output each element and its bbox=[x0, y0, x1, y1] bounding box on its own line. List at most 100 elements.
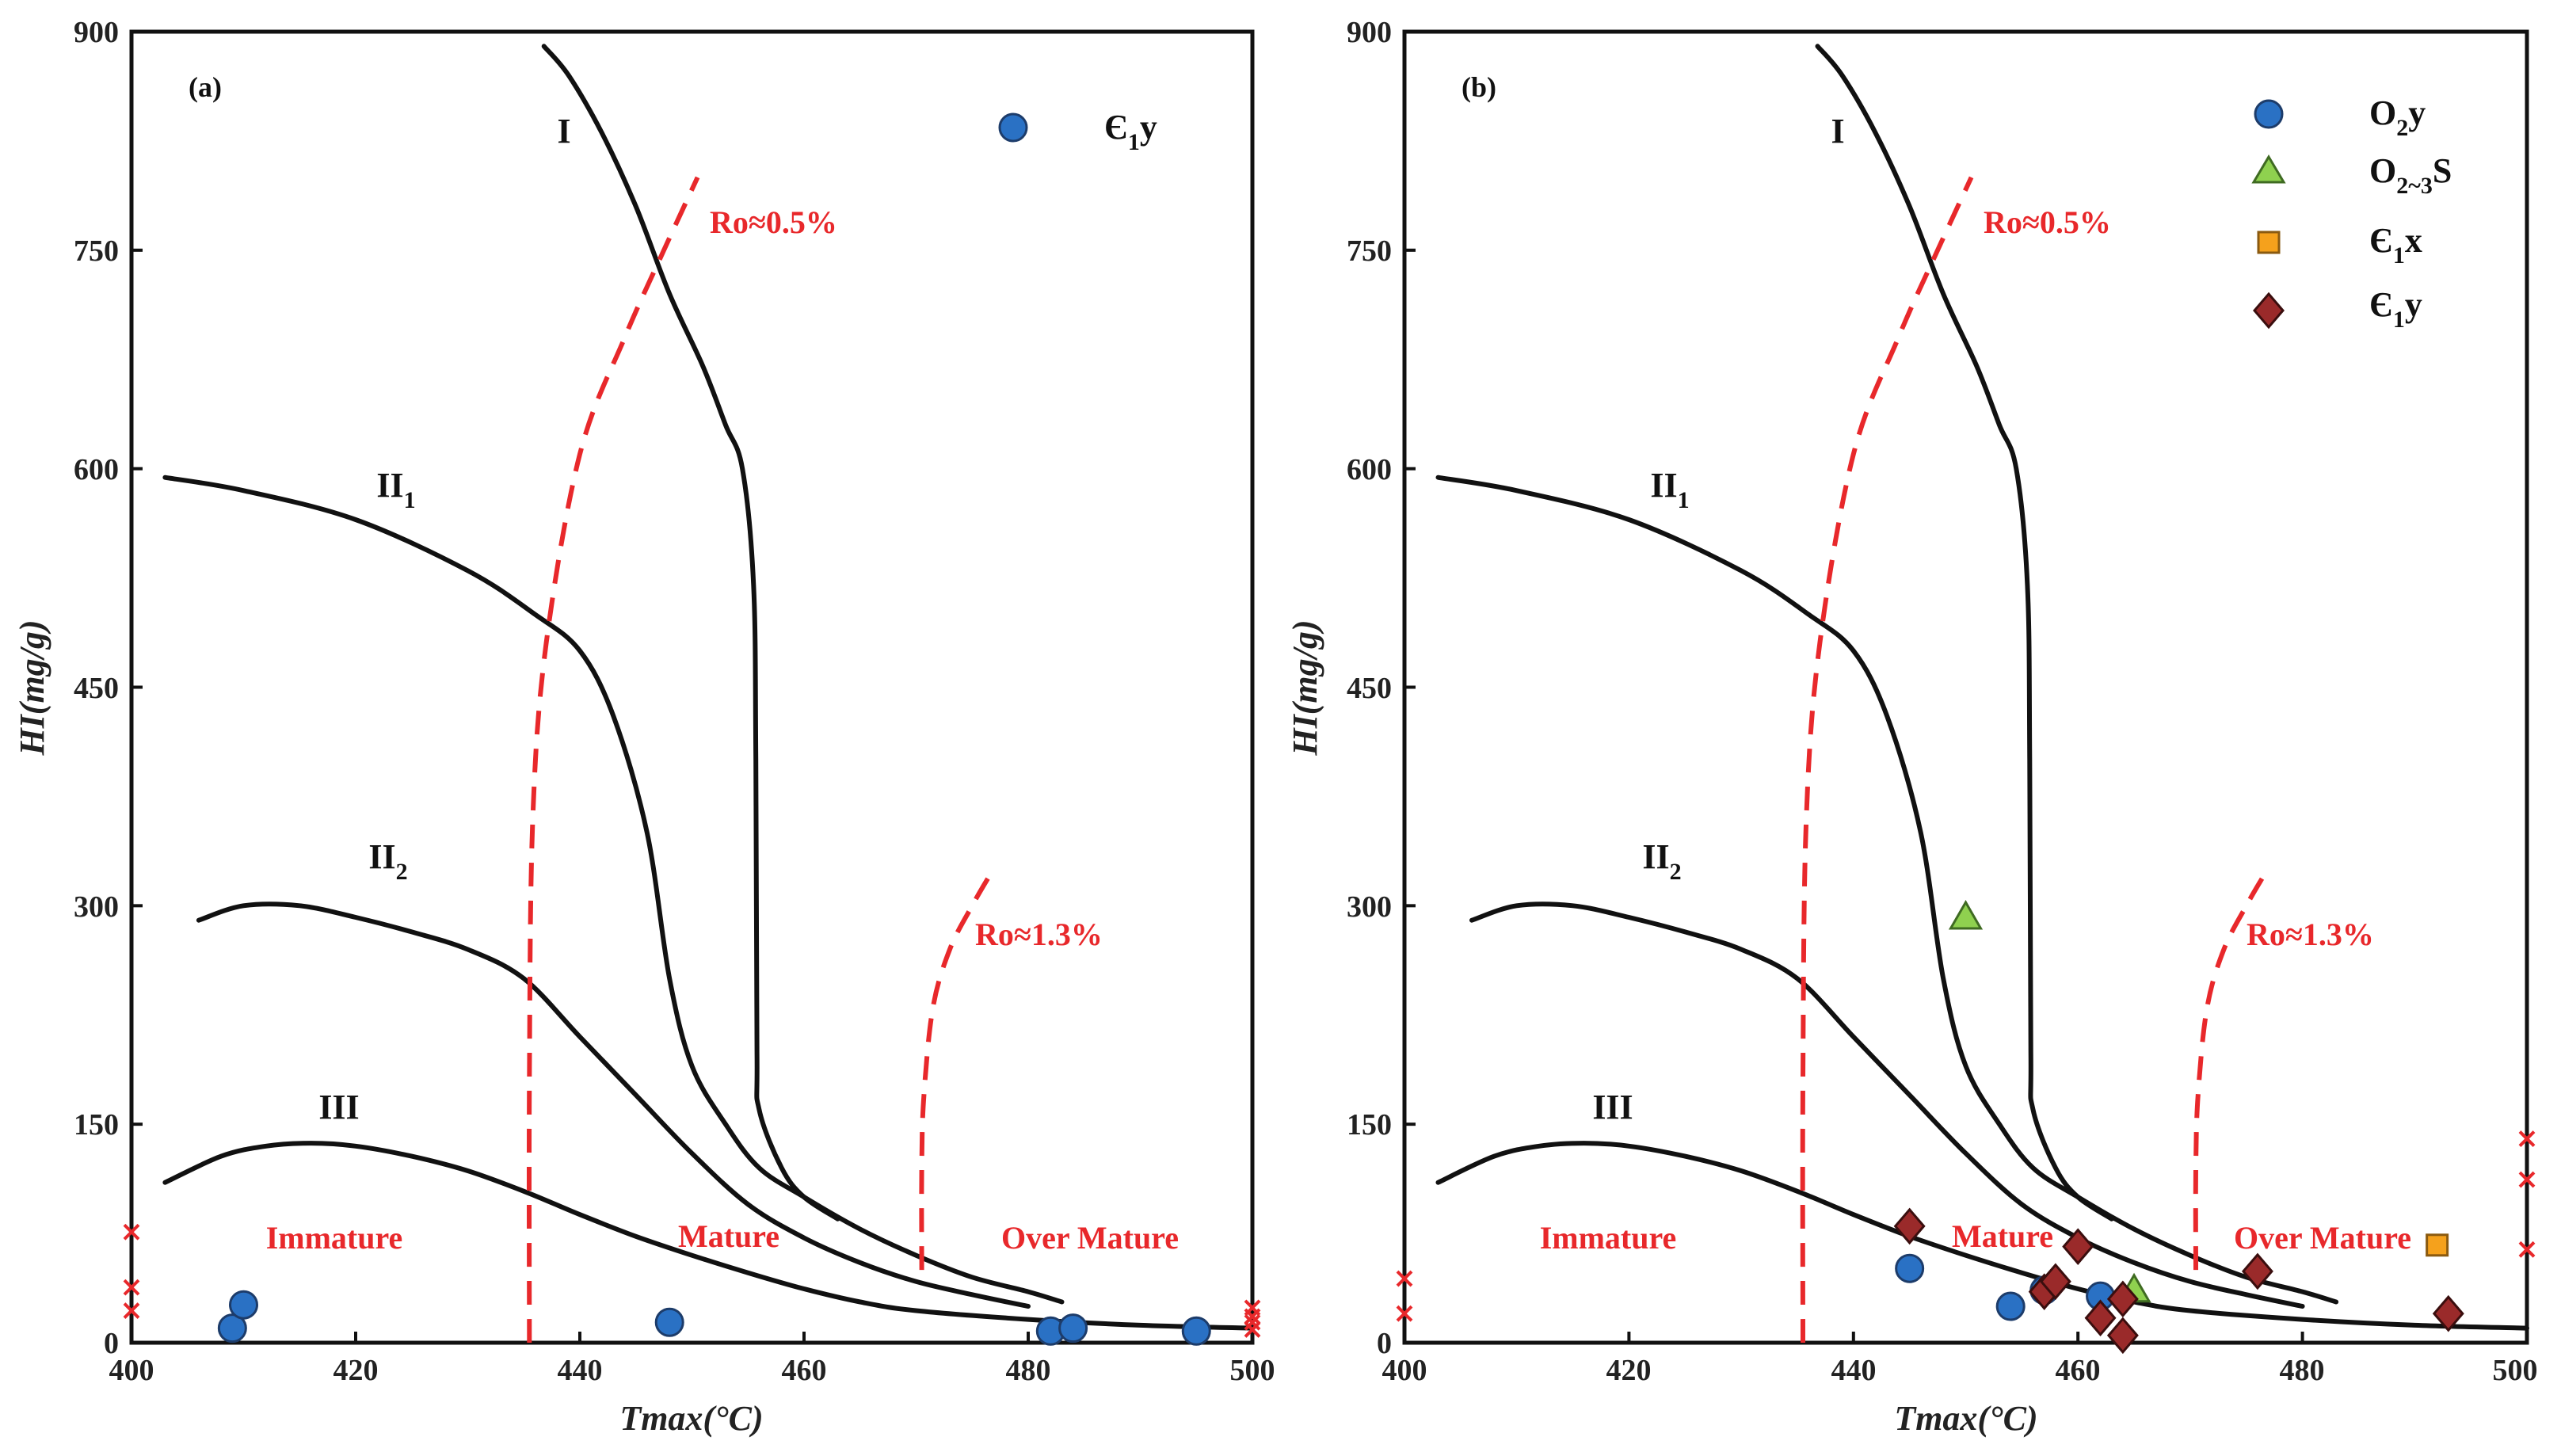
legend-label-o23s: O2~3S bbox=[2369, 151, 2452, 199]
kerogen-label-i: I bbox=[1831, 112, 1844, 151]
y-tick-label: 450 bbox=[74, 672, 119, 705]
y-tick-label: 900 bbox=[1347, 16, 1392, 49]
axis-ticks bbox=[130, 30, 1254, 1344]
data-point--1x bbox=[2426, 1233, 2449, 1257]
panel-label: (b) bbox=[1462, 71, 1496, 103]
kerogen-label-i: I bbox=[557, 112, 570, 151]
x-tick-label: 480 bbox=[1006, 1354, 1051, 1387]
data-point--1y bbox=[2432, 1294, 2464, 1332]
edge-point-marker bbox=[123, 1223, 140, 1241]
y-tick-label: 300 bbox=[1347, 890, 1392, 924]
x-tick-label: 400 bbox=[1382, 1354, 1427, 1387]
x-tick-label: 440 bbox=[558, 1354, 603, 1387]
edge-markers bbox=[123, 1223, 1261, 1338]
zone-immature: Immature bbox=[1540, 1220, 1677, 1256]
kerogen-label-ii1: II1 bbox=[1650, 466, 1689, 513]
x-tick-label: 400 bbox=[109, 1354, 154, 1387]
edge-point-marker bbox=[2518, 1241, 2536, 1258]
kerogen-curve-ii1 bbox=[162, 475, 1065, 1305]
plot-frame bbox=[129, 29, 1255, 1345]
legend-marker-o2y bbox=[2254, 99, 2284, 129]
kerogen-curve-ii1 bbox=[1435, 475, 2339, 1305]
data-point--1y bbox=[1893, 1207, 1926, 1245]
data-point--1y bbox=[217, 1313, 247, 1344]
ro-label-1-3: Ro≈1.3% bbox=[2247, 917, 2374, 952]
plot-frame bbox=[1402, 29, 2529, 1345]
legend-label-o2y: O2y bbox=[2369, 93, 2426, 141]
edge-point-marker bbox=[1396, 1305, 1413, 1322]
x-tick-label: 460 bbox=[782, 1354, 827, 1387]
data-point--1y bbox=[2039, 1263, 2071, 1301]
data-point--1y bbox=[2084, 1299, 2117, 1337]
x-tick-label: 420 bbox=[333, 1354, 379, 1387]
kerogen-label-iii: III bbox=[318, 1088, 359, 1126]
legend-marker-e1y bbox=[998, 112, 1028, 143]
kerogen-curve-ii2 bbox=[196, 901, 1031, 1309]
x-tick-label: 500 bbox=[2493, 1354, 2538, 1387]
data-point-o2-3s bbox=[1948, 900, 1984, 930]
ro-line-0-5 bbox=[1800, 176, 1974, 1344]
kerogen-curve-i bbox=[541, 44, 840, 1222]
ro-label-1-3: Ro≈1.3% bbox=[975, 917, 1103, 952]
x-tick-label: 460 bbox=[2056, 1354, 2101, 1387]
iso-ro-lines bbox=[526, 176, 992, 1344]
zone-mature: Mature bbox=[678, 1218, 779, 1254]
edge-point-marker bbox=[2518, 1171, 2536, 1188]
data-points bbox=[217, 1290, 1211, 1346]
x-tick-label: 500 bbox=[1230, 1354, 1275, 1387]
data-points bbox=[1893, 900, 2464, 1355]
data-point--1y bbox=[2062, 1228, 2094, 1265]
y-tick-label: 600 bbox=[1347, 453, 1392, 486]
ro-label-0-5: Ro≈0.5% bbox=[1984, 204, 2111, 240]
kerogen-label-ii1: II1 bbox=[376, 466, 415, 513]
data-point--1y bbox=[2106, 1280, 2139, 1318]
ro-line-1-3 bbox=[2193, 875, 2266, 1271]
data-point--1y bbox=[229, 1290, 258, 1320]
y-tick-label: 750 bbox=[1347, 234, 1392, 268]
legend-marker-e1x bbox=[2257, 231, 2281, 254]
data-point--1y bbox=[654, 1307, 684, 1337]
kerogen-curves bbox=[1435, 44, 2529, 1331]
edge-point-marker bbox=[2518, 1130, 2536, 1147]
legend-marker-e1y bbox=[2253, 292, 2285, 330]
zone-over-mature: Over Mature bbox=[1001, 1220, 1179, 1256]
zone-mature: Mature bbox=[1952, 1218, 2053, 1254]
zone-immature: Immature bbox=[266, 1220, 403, 1256]
y-tick-label: 750 bbox=[74, 234, 119, 268]
data-point-o2y bbox=[1995, 1291, 2026, 1321]
x-tick-label: 420 bbox=[1606, 1354, 1652, 1387]
ro-line-1-3 bbox=[919, 875, 992, 1271]
panel-label: (a) bbox=[189, 71, 222, 103]
edge-markers bbox=[1396, 1130, 2536, 1322]
kerogen-label-ii2: II2 bbox=[368, 837, 407, 885]
kerogen-label-iii: III bbox=[1592, 1088, 1633, 1126]
data-point--1y bbox=[2241, 1252, 2273, 1290]
panel-b: 0 150 300 450 600 750 900 400 420 440 46… bbox=[1286, 16, 2538, 1438]
edge-point-marker bbox=[1396, 1270, 1413, 1287]
kerogen-label-ii2: II2 bbox=[1642, 837, 1681, 885]
kerogen-curves bbox=[162, 44, 1255, 1331]
zone-over-mature: Over Mature bbox=[2234, 1220, 2411, 1256]
x-tick-label: 440 bbox=[1831, 1354, 1877, 1387]
kerogen-curve-iii bbox=[162, 1141, 1255, 1331]
kerogen-curve-ii2 bbox=[1469, 901, 2305, 1309]
y-tick-label: 900 bbox=[74, 16, 119, 49]
axis-ticks bbox=[1403, 30, 2529, 1344]
legend-marker-o23s bbox=[2251, 154, 2286, 184]
ro-label-0-5: Ro≈0.5% bbox=[710, 204, 837, 240]
y-tick-label: 150 bbox=[1347, 1108, 1392, 1142]
y-tick-label: 0 bbox=[1377, 1327, 1392, 1360]
data-point--1y bbox=[2106, 1317, 2139, 1355]
edge-point-marker bbox=[123, 1302, 140, 1319]
y-tick-label: 600 bbox=[74, 453, 119, 486]
data-point--1y bbox=[1181, 1316, 1211, 1346]
y-tick-label: 150 bbox=[74, 1108, 119, 1142]
panel-a: 0 150 300 450 600 750 900 400 420 440 46… bbox=[13, 16, 1275, 1438]
y-axis-title: HI(mg/g) bbox=[1286, 619, 1324, 756]
x-tick-label: 480 bbox=[2280, 1354, 2325, 1387]
x-axis-title: Tmax(°C) bbox=[1894, 1399, 2037, 1438]
y-tick-label: 450 bbox=[1347, 672, 1392, 705]
edge-point-marker bbox=[1244, 1308, 1261, 1325]
